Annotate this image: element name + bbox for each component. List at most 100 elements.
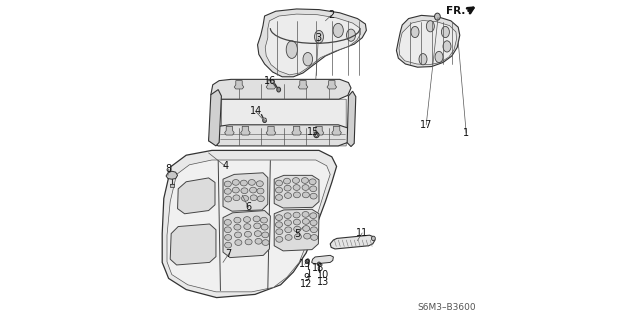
- Text: 6: 6: [246, 202, 251, 212]
- Text: FR.: FR.: [446, 5, 466, 16]
- Ellipse shape: [443, 41, 451, 52]
- Polygon shape: [162, 150, 337, 298]
- Ellipse shape: [257, 196, 264, 202]
- Polygon shape: [274, 209, 319, 251]
- Ellipse shape: [244, 217, 251, 222]
- Ellipse shape: [242, 196, 249, 201]
- Ellipse shape: [276, 195, 283, 200]
- Ellipse shape: [333, 23, 343, 37]
- Text: 15: 15: [307, 127, 320, 137]
- Text: 1: 1: [463, 128, 470, 138]
- Polygon shape: [332, 126, 341, 135]
- Ellipse shape: [277, 87, 281, 92]
- Ellipse shape: [293, 219, 300, 225]
- Text: 16: 16: [264, 76, 276, 86]
- Text: 7: 7: [226, 249, 232, 259]
- Polygon shape: [266, 126, 276, 135]
- Text: 17: 17: [420, 120, 433, 130]
- Ellipse shape: [285, 227, 292, 233]
- Polygon shape: [170, 224, 216, 265]
- Text: 13: 13: [316, 277, 329, 287]
- Ellipse shape: [435, 51, 443, 63]
- Ellipse shape: [263, 118, 267, 123]
- Polygon shape: [223, 211, 271, 258]
- Ellipse shape: [250, 195, 257, 201]
- Polygon shape: [274, 175, 319, 208]
- Ellipse shape: [293, 185, 300, 190]
- Ellipse shape: [311, 235, 318, 240]
- Ellipse shape: [419, 53, 427, 65]
- Ellipse shape: [301, 178, 308, 183]
- Polygon shape: [399, 20, 457, 65]
- Polygon shape: [298, 81, 308, 89]
- Ellipse shape: [233, 195, 240, 201]
- Ellipse shape: [234, 224, 241, 230]
- Ellipse shape: [294, 234, 301, 240]
- Polygon shape: [292, 126, 301, 135]
- Ellipse shape: [284, 185, 291, 191]
- Ellipse shape: [306, 259, 309, 263]
- Text: 12: 12: [300, 279, 313, 289]
- Ellipse shape: [285, 220, 292, 226]
- Polygon shape: [167, 160, 330, 292]
- Ellipse shape: [256, 181, 263, 187]
- Polygon shape: [234, 81, 244, 89]
- Ellipse shape: [261, 224, 268, 230]
- Text: 4: 4: [223, 161, 228, 172]
- Polygon shape: [330, 235, 375, 249]
- Ellipse shape: [255, 238, 262, 244]
- Text: 8: 8: [165, 164, 172, 174]
- Ellipse shape: [262, 240, 269, 245]
- Ellipse shape: [293, 192, 300, 198]
- Ellipse shape: [284, 213, 291, 219]
- Ellipse shape: [283, 178, 290, 184]
- Ellipse shape: [254, 223, 261, 229]
- Ellipse shape: [302, 185, 309, 190]
- Ellipse shape: [225, 227, 232, 233]
- Ellipse shape: [276, 187, 283, 193]
- Ellipse shape: [309, 179, 316, 185]
- Ellipse shape: [235, 232, 242, 238]
- Ellipse shape: [303, 52, 313, 66]
- Ellipse shape: [286, 41, 297, 59]
- Text: 19: 19: [299, 259, 311, 269]
- Ellipse shape: [253, 216, 260, 222]
- Ellipse shape: [346, 29, 355, 41]
- Polygon shape: [223, 173, 268, 211]
- Ellipse shape: [257, 188, 264, 194]
- Ellipse shape: [302, 212, 309, 217]
- Polygon shape: [221, 99, 346, 146]
- Ellipse shape: [255, 231, 262, 236]
- Polygon shape: [327, 81, 337, 89]
- Ellipse shape: [434, 13, 440, 20]
- Ellipse shape: [314, 132, 319, 138]
- Bar: [170, 184, 174, 187]
- Text: 5: 5: [294, 228, 300, 239]
- Text: 14: 14: [249, 106, 262, 116]
- Ellipse shape: [309, 213, 316, 219]
- Ellipse shape: [244, 231, 251, 237]
- Ellipse shape: [262, 232, 269, 238]
- Ellipse shape: [225, 220, 232, 225]
- Ellipse shape: [225, 242, 232, 248]
- Polygon shape: [241, 126, 250, 135]
- Ellipse shape: [241, 188, 248, 194]
- Ellipse shape: [244, 224, 251, 229]
- Ellipse shape: [225, 188, 232, 194]
- Ellipse shape: [441, 26, 449, 38]
- Ellipse shape: [315, 134, 318, 136]
- Text: 2: 2: [328, 10, 334, 20]
- Ellipse shape: [235, 240, 242, 245]
- Ellipse shape: [260, 217, 267, 223]
- Ellipse shape: [276, 215, 283, 220]
- Ellipse shape: [276, 180, 283, 186]
- Polygon shape: [266, 81, 276, 89]
- Ellipse shape: [234, 217, 241, 223]
- Ellipse shape: [276, 236, 283, 242]
- Ellipse shape: [310, 220, 317, 226]
- Ellipse shape: [232, 187, 239, 193]
- Ellipse shape: [315, 30, 323, 43]
- Ellipse shape: [371, 236, 375, 241]
- Text: 11: 11: [356, 228, 368, 238]
- Polygon shape: [209, 125, 351, 146]
